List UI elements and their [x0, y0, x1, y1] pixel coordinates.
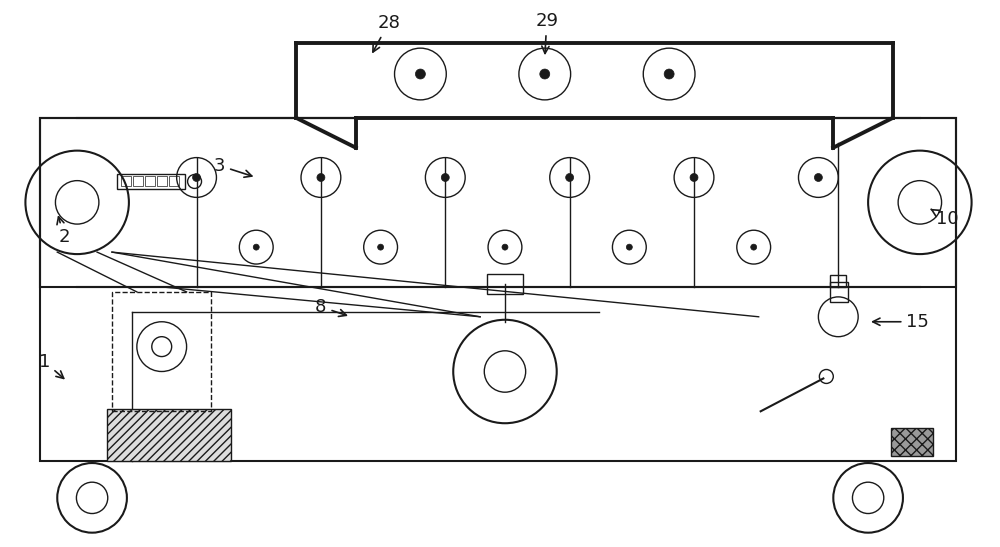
- Circle shape: [626, 244, 632, 250]
- Bar: [133, 177, 143, 187]
- Bar: [121, 177, 131, 187]
- Circle shape: [690, 173, 698, 182]
- Circle shape: [415, 69, 425, 79]
- Circle shape: [566, 173, 574, 182]
- Bar: [112, 292, 211, 411]
- Circle shape: [441, 173, 449, 182]
- Bar: [145, 177, 155, 187]
- Circle shape: [814, 173, 822, 182]
- Bar: [830, 282, 848, 302]
- Bar: [40, 118, 956, 287]
- Bar: [169, 177, 179, 187]
- Text: 1: 1: [39, 353, 64, 379]
- Circle shape: [751, 244, 757, 250]
- Bar: [107, 409, 231, 461]
- Circle shape: [502, 244, 508, 250]
- Bar: [157, 177, 167, 187]
- Circle shape: [193, 173, 201, 182]
- Bar: [830, 275, 846, 287]
- Text: 2: 2: [57, 217, 70, 246]
- Text: 3: 3: [214, 156, 252, 177]
- Bar: [117, 173, 185, 189]
- Circle shape: [253, 244, 259, 250]
- Bar: [891, 428, 933, 456]
- Text: 29: 29: [535, 12, 558, 54]
- Circle shape: [317, 173, 325, 182]
- Text: 15: 15: [873, 313, 929, 331]
- Circle shape: [540, 69, 550, 79]
- Text: 8: 8: [315, 298, 346, 317]
- Bar: [487, 274, 523, 294]
- Circle shape: [664, 69, 674, 79]
- Bar: [40, 118, 956, 461]
- Text: 10: 10: [931, 210, 959, 228]
- Text: 28: 28: [373, 14, 400, 52]
- Circle shape: [378, 244, 384, 250]
